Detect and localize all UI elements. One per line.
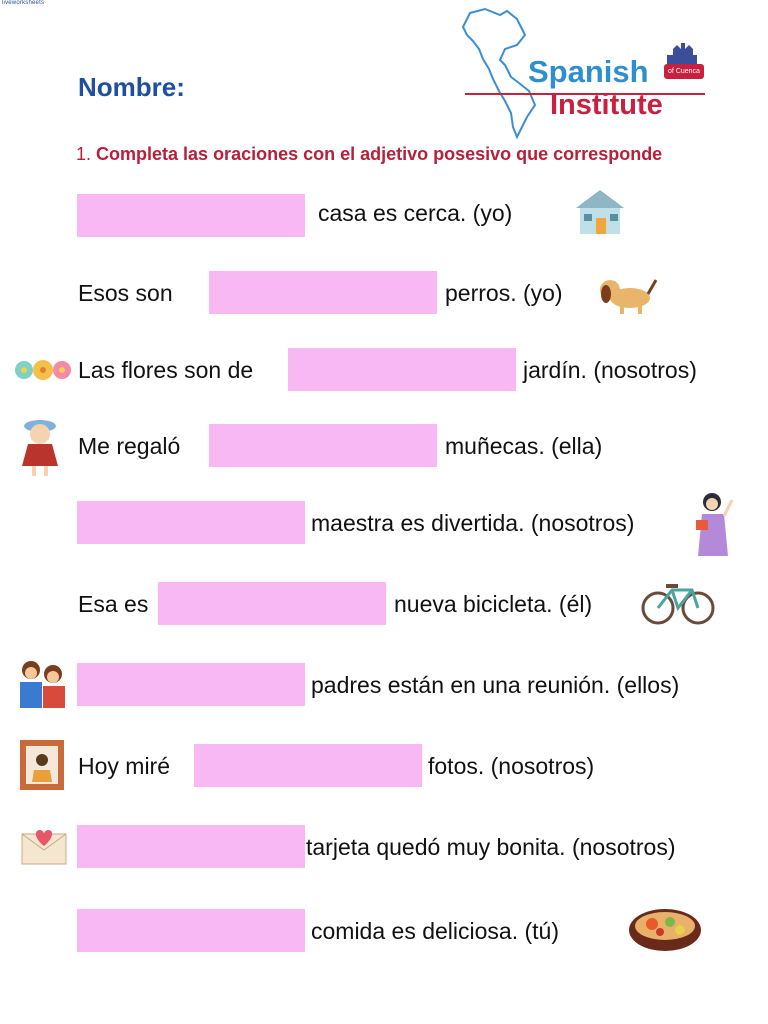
sentence-2-before: Esos son [78,280,173,306]
sentence-5-after: maestra es divertida. (nosotros) [311,510,635,536]
sentence-8-after: fotos. (nosotros) [428,753,595,779]
dog-icon [600,279,658,314]
logo [455,5,715,140]
instruction-number: 1. [76,144,92,164]
parents-icon [20,661,65,708]
answer-blank-8[interactable] [194,744,422,787]
answer-blank-6[interactable] [158,582,386,625]
sentence-6-before: Esa es [78,591,149,617]
logo-word-spanish: Spanish [528,54,649,89]
instruction: 1. Completa las oraciones con el adjetiv… [76,144,662,165]
logo-word-institute: Institute [550,89,663,121]
food-bowl-icon [629,909,701,951]
envelope-icon [21,830,67,865]
teacher-icon [696,493,734,556]
answer-blank-1[interactable] [77,194,305,237]
sentence-1-after: casa es cerca. (yo) [318,200,513,226]
answer-blank-10[interactable] [77,909,305,952]
americas-map-icon [461,7,537,140]
answer-blank-3[interactable] [288,348,516,391]
sentence-3-after: jardín. (nosotros) [523,357,697,383]
sentence-10-after: comida es deliciosa. (tú) [311,918,559,944]
sentence-7-after: padres están en una reunión. (ellos) [311,672,680,698]
answer-blank-9[interactable] [77,825,305,868]
sentence-8-before: Hoy miré [78,753,171,779]
logo-tag: of Cuenca [664,64,704,79]
doll-icon [22,420,58,476]
flowers-icon [15,360,71,380]
sentence-2-after: perros. (yo) [445,280,563,306]
answer-blank-2[interactable] [209,271,437,314]
sentence-4-after: muñecas. (ella) [445,433,603,459]
house-icon [576,190,624,234]
answer-blank-5[interactable] [77,501,305,544]
answer-blank-4[interactable] [209,424,437,467]
answer-blank-7[interactable] [77,663,305,706]
cathedral-icon [667,43,697,67]
sentence-3-before: Las flores son de [78,357,254,383]
sentence-9-after: tarjeta quedó muy bonita. (nosotros) [306,834,676,860]
photo-frame-icon [20,740,64,790]
bicycle-icon [641,584,715,625]
watermark: liveworksheets [2,0,45,6]
sentence-4-before: Me regaló [78,433,181,459]
sentence-6-after: nueva bicicleta. (él) [394,591,593,617]
name-label: Nombre: [78,72,185,102]
instruction-text: Completa las oraciones con el adjetivo p… [96,144,663,164]
